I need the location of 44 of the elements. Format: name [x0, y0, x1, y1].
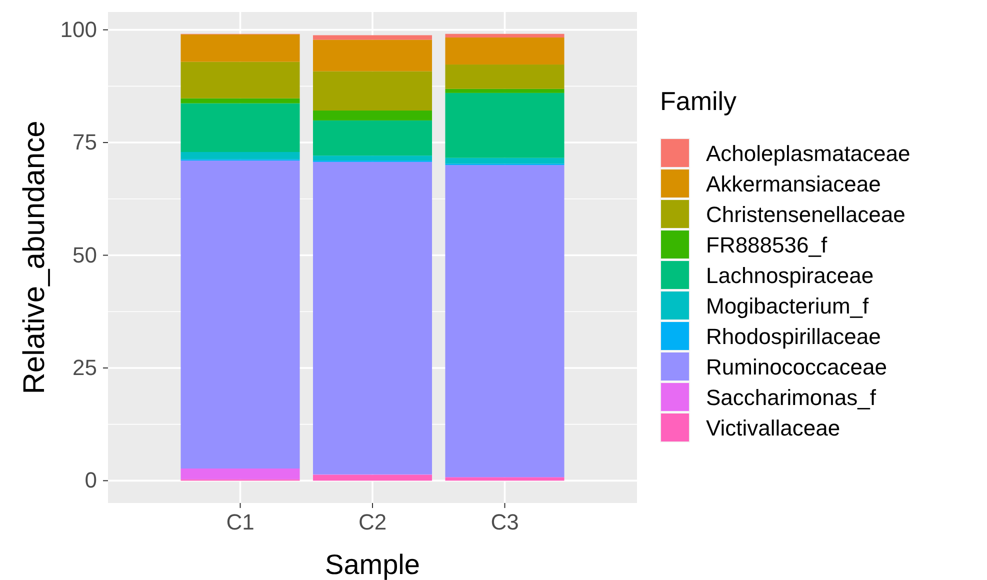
x-axis-title: Sample	[325, 549, 420, 580]
bar	[445, 478, 564, 481]
bar	[312, 40, 432, 72]
bar	[445, 64, 564, 89]
bar	[445, 37, 564, 65]
bar	[180, 152, 300, 160]
legend-label: FR888536_f	[706, 232, 828, 258]
bar	[312, 474, 432, 481]
x-tick-label: C2	[358, 510, 387, 535]
legend-label: Mogibacterium_f	[706, 294, 870, 318]
bar	[445, 158, 564, 164]
bar	[180, 160, 300, 469]
legend-label: Rhodospirillaceae	[706, 324, 881, 349]
legend-label: Ruminococcaceae	[706, 354, 887, 380]
y-tick-label: 75	[72, 130, 97, 155]
legend-label: Christensenellaceae	[706, 202, 906, 227]
bar	[180, 62, 300, 98]
bar	[445, 88, 564, 93]
y-tick-label: 100	[60, 16, 97, 42]
legend-label: Lachnospiraceae	[706, 263, 874, 288]
legend-label: Victivallaceae	[706, 416, 840, 440]
legend-label: Saccharimonas_f	[706, 385, 877, 410]
bar	[445, 165, 564, 478]
bar	[180, 468, 300, 480]
bar	[180, 34, 300, 62]
legend-label: Akkermansiaceae	[706, 172, 881, 196]
bar	[312, 156, 432, 161]
legend-label: Acholeplasmataceae	[706, 141, 910, 166]
bar	[312, 71, 432, 111]
bar	[445, 92, 564, 158]
bar	[312, 35, 432, 40]
bar	[180, 98, 300, 104]
legend-title: Family	[660, 86, 737, 116]
y-tick-label: 25	[72, 355, 97, 380]
y-tick-label: 50	[72, 242, 97, 268]
bar	[180, 103, 300, 152]
bar	[312, 110, 432, 120]
bar	[312, 162, 432, 474]
bar	[312, 120, 432, 156]
y-tick-label: 0	[84, 468, 97, 493]
x-tick-label: C3	[490, 510, 519, 535]
bar	[445, 34, 564, 38]
x-tick-label: C1	[226, 510, 254, 535]
y-axis-title: Relative_abundance	[18, 120, 51, 394]
